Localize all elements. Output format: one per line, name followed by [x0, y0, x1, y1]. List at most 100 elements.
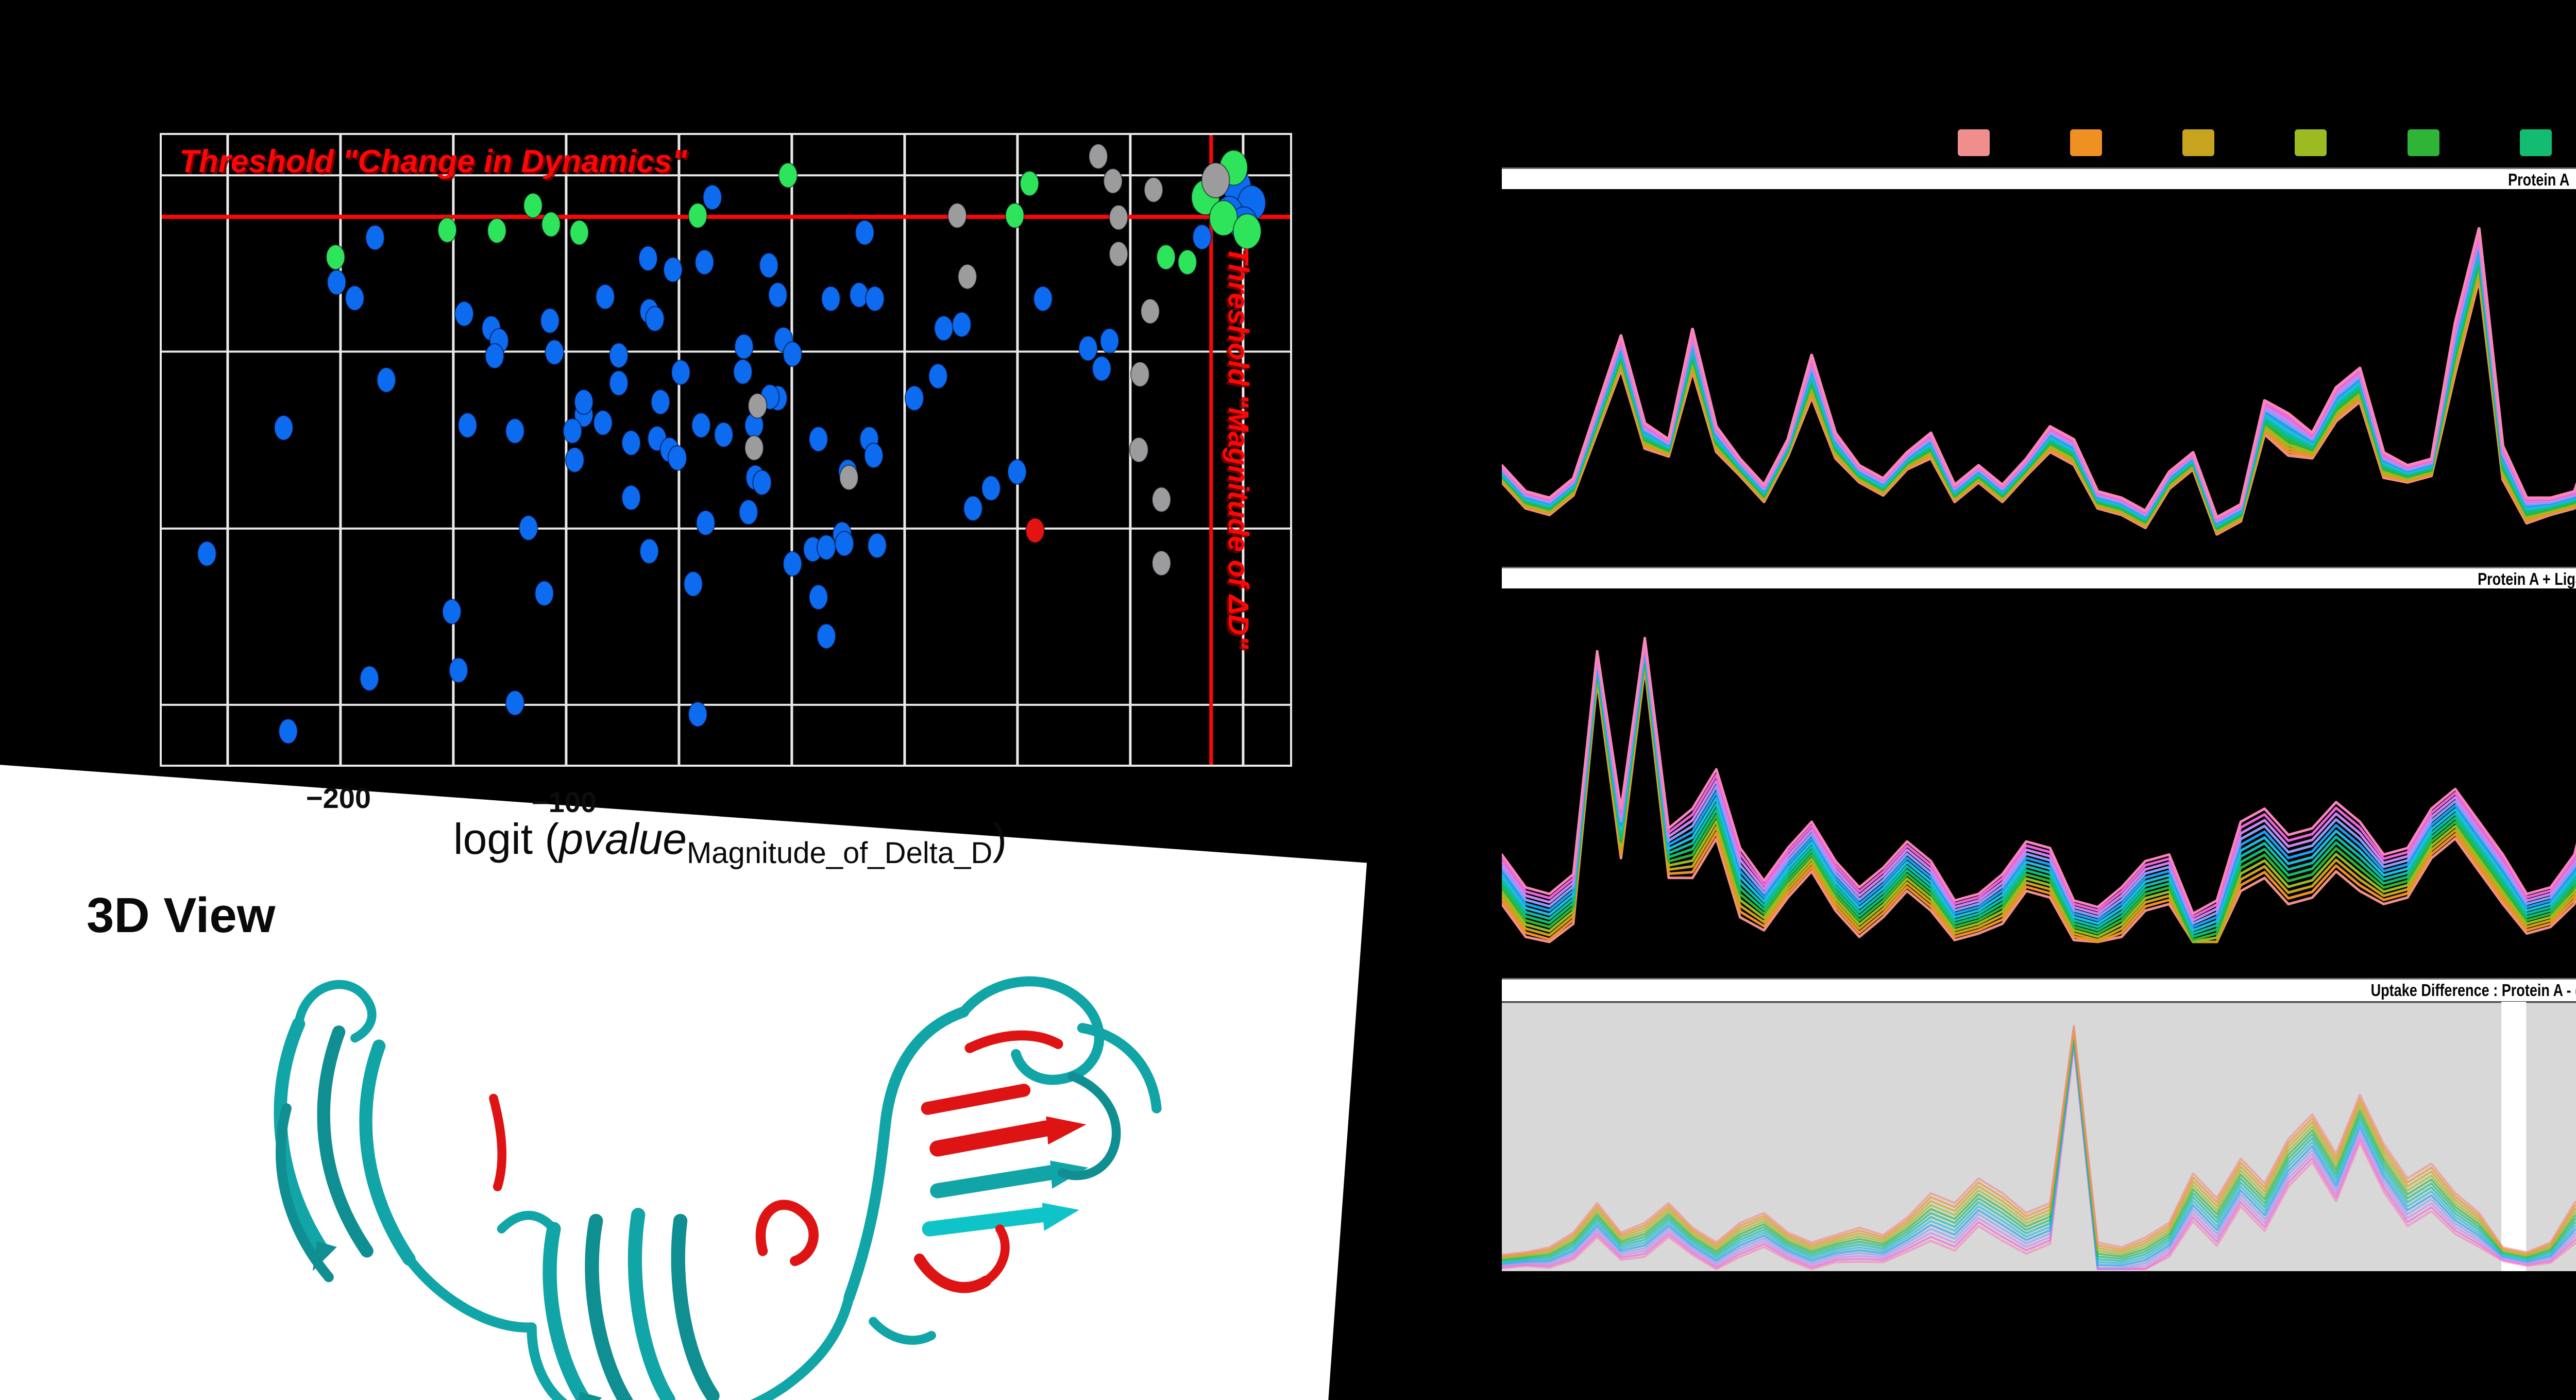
- legend-swatch: [2070, 129, 2103, 156]
- scatter-point: [733, 359, 753, 385]
- scatter-point: [518, 515, 538, 541]
- chart-gap-band: [2501, 1002, 2527, 1271]
- scatter-point: [1099, 328, 1120, 354]
- line-chart-svg: [1500, 189, 2576, 541]
- scatter-point: [437, 217, 457, 243]
- scatter-point: [778, 162, 798, 189]
- scatter-point: [663, 257, 683, 283]
- uptake-line-series: [1501, 1033, 2576, 1262]
- scatter-point: [278, 718, 298, 745]
- scatter-point: [688, 203, 708, 229]
- protein-ribbon-structure[interactable]: [170, 927, 1376, 1400]
- scatter-point: [934, 315, 954, 342]
- scatter-point: [485, 343, 505, 369]
- scatter-point: [326, 244, 346, 271]
- scatter-point: [565, 447, 585, 473]
- uptake-line-series: [1500, 666, 2576, 943]
- legend-swatch: [2519, 129, 2552, 156]
- x-tick-minus-100: −100: [531, 786, 597, 818]
- scatter-point: [1103, 168, 1123, 194]
- scatter-point: [1129, 437, 1149, 463]
- scatter-point: [621, 430, 641, 456]
- scatter-point: [608, 370, 629, 396]
- scatter-point: [808, 426, 828, 452]
- scatter-point: [759, 252, 779, 278]
- scatter-point: [855, 220, 875, 246]
- uptake-line-series: [1501, 1036, 2576, 1264]
- scatter-point: [667, 445, 687, 471]
- scatter-point: [816, 534, 836, 561]
- 3d-view-title: 3D View: [87, 888, 276, 943]
- scatter-point: [748, 393, 768, 419]
- scatter-point: [545, 339, 565, 365]
- uptake-line-series: [1500, 654, 2576, 938]
- chart-panel-protein-a-ligand: Protein A + Ligand: [1500, 567, 2576, 947]
- scatter-point: [1078, 335, 1098, 362]
- chart-title: Protein A + Ligand: [2477, 569, 2576, 588]
- legend-swatch: [2407, 129, 2439, 156]
- scatter-point: [442, 599, 462, 625]
- uptake-line-series: [1500, 227, 2576, 519]
- line-chart-svg: [1501, 1001, 2576, 1271]
- uptake-line-series: [1500, 651, 2576, 935]
- scatter-point: [671, 359, 691, 385]
- chart-title-bar: Protein A: [1502, 167, 2576, 192]
- scatter-point: [487, 217, 507, 244]
- scatter-point: [359, 665, 379, 691]
- chart-canvas-protein-a: [1500, 189, 2576, 544]
- volcano-threshold-dynamics-label: Threshold "Change in Dynamics": [179, 144, 687, 179]
- legend-swatch: [2295, 129, 2327, 156]
- chart-canvas-uptake-difference: [1501, 1001, 2576, 1274]
- scatter-point: [865, 285, 885, 312]
- scatter-point: [1092, 356, 1112, 382]
- scatter-point: [1109, 205, 1129, 231]
- scatter-point: [1192, 224, 1212, 250]
- scatter-point: [376, 367, 396, 393]
- scatter-point: [1232, 213, 1262, 249]
- legend-swatch: [1958, 129, 1990, 156]
- scatter-point: [738, 499, 758, 525]
- scatter-point: [540, 308, 560, 334]
- uptake-line-series: [1500, 647, 2576, 929]
- scatter-point: [457, 412, 478, 438]
- scatter-point: [593, 410, 613, 436]
- volcano-x-axis-label: logit (pvalueMagnitude_of_Delta_D): [453, 815, 1007, 870]
- uptake-line-series: [1501, 1028, 2576, 1258]
- scatter-point: [752, 469, 772, 496]
- uptake-line-series: [1501, 1041, 2576, 1270]
- scatter-point: [505, 690, 525, 716]
- chart-title-bar: Uptake Difference : Protein A - (Protein…: [1502, 978, 2576, 1002]
- uptake-line-series: [1501, 1043, 2576, 1270]
- scatter-point: [1177, 249, 1197, 275]
- scatter-point: [834, 531, 854, 557]
- scatter-point: [534, 580, 554, 606]
- uptake-line-series: [1500, 659, 2576, 943]
- uptake-line-series: [1500, 642, 2576, 922]
- scatter-point: [981, 475, 1001, 501]
- uptake-line-series: [1500, 664, 2576, 943]
- x-tick-minus-200: −200: [306, 782, 371, 814]
- chart-title-bar: Protein A + Ligand: [1502, 567, 2576, 591]
- uptake-line-series: [1501, 1045, 2576, 1270]
- uptake-line-series: [1501, 1030, 2576, 1259]
- scatter-point: [505, 418, 525, 444]
- scatter-point: [683, 571, 703, 597]
- uptake-line-series: [1500, 636, 2576, 915]
- uptake-line-series: [1501, 1040, 2576, 1269]
- chart-canvas-protein-a-ligand: [1500, 588, 2576, 947]
- scatter-point: [821, 285, 841, 312]
- scatter-point: [569, 220, 589, 246]
- timepoint-legend: [1958, 127, 2576, 159]
- scatter-point: [448, 657, 468, 683]
- scatter-point: [1130, 361, 1150, 387]
- scatter-point: [702, 184, 722, 210]
- scatter-point: [816, 623, 836, 649]
- scatter-point: [783, 551, 803, 577]
- uptake-line-series: [1500, 661, 2576, 943]
- line-chart-svg: [1500, 588, 2576, 944]
- scatter-point: [1144, 177, 1164, 203]
- chart-panel-protein-a: Protein A: [1500, 167, 2576, 544]
- scatter-point: [574, 389, 594, 415]
- uptake-line-series: [1501, 1031, 2576, 1260]
